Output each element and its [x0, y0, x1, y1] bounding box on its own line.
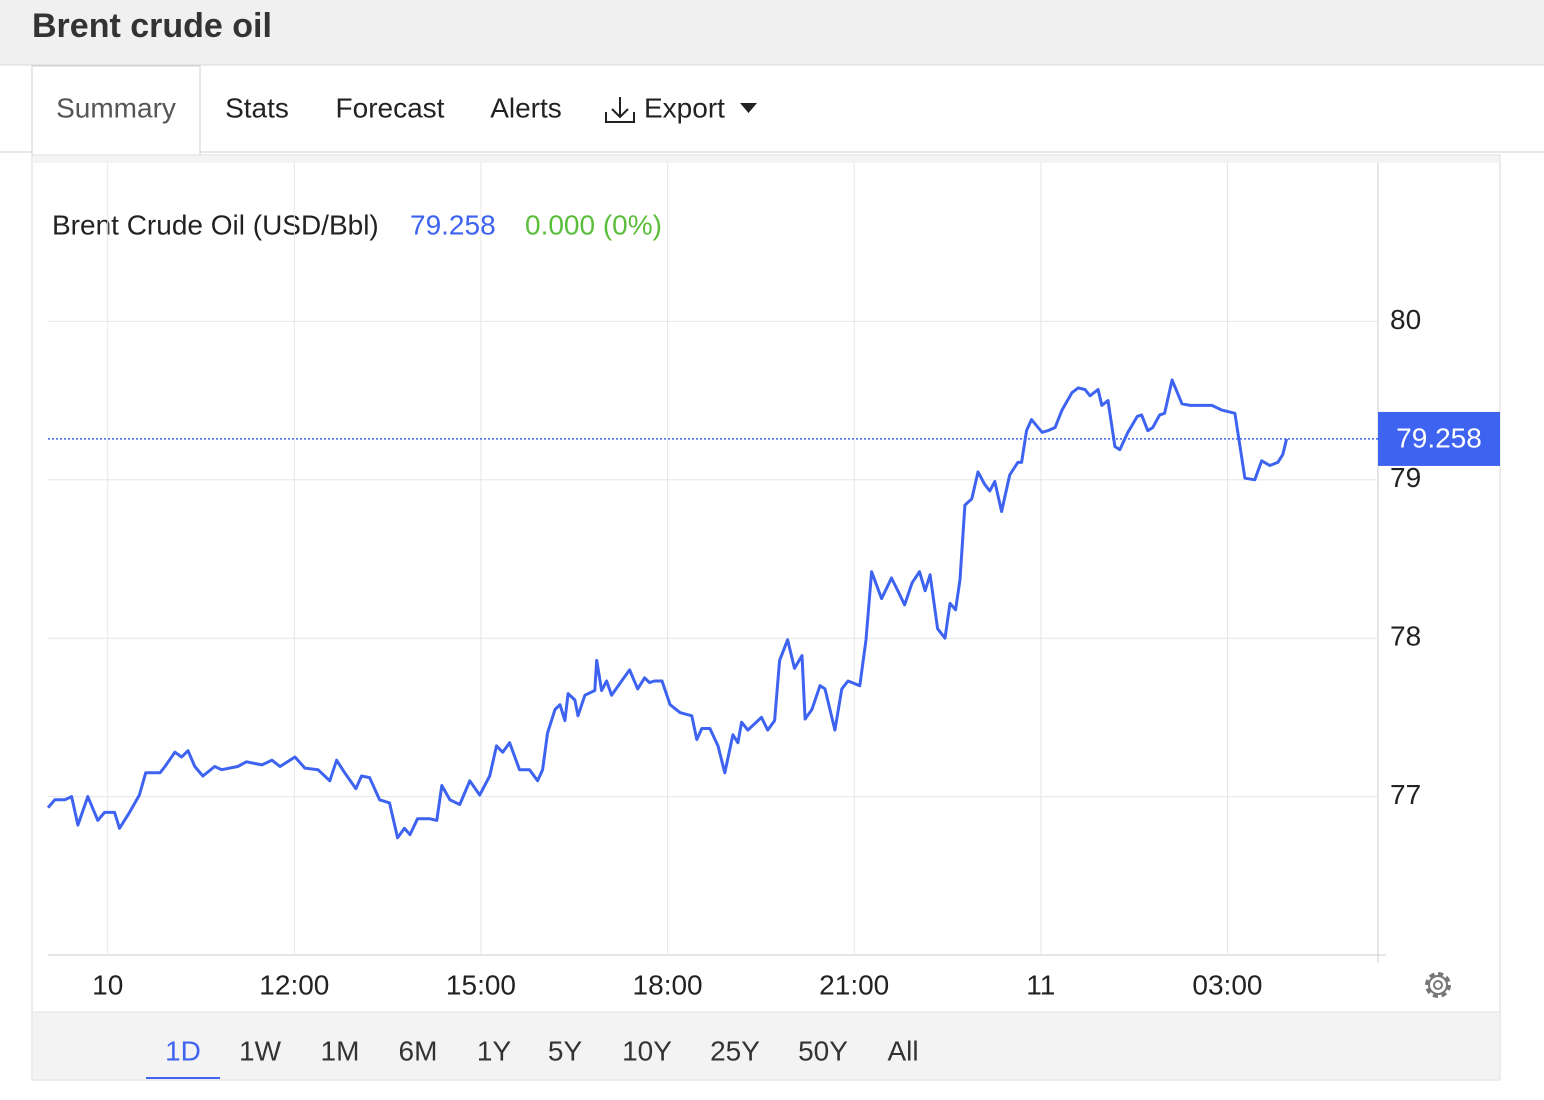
range-bar	[33, 1012, 1499, 1079]
settings-icon[interactable]	[1425, 972, 1451, 998]
price-change: 0.000 (0%)	[525, 209, 662, 240]
range-button[interactable]: 1M	[321, 1035, 360, 1066]
chart-panel	[31, 154, 1501, 1081]
dropdown-caret	[740, 103, 757, 113]
y-tick-label: 78	[1390, 621, 1421, 652]
page-title: Brent crude oil	[32, 7, 272, 45]
tab[interactable]: Export	[644, 92, 725, 123]
range-button[interactable]: 1Y	[477, 1035, 512, 1066]
export-icon	[605, 97, 635, 123]
price-badge	[1378, 411, 1500, 466]
active-tab-gap	[33, 150, 199, 156]
x-tick-label: 15:00	[446, 969, 516, 1000]
tab[interactable]: Forecast	[336, 92, 445, 123]
range-button[interactable]: 1W	[239, 1035, 282, 1066]
range-button[interactable]: 1D	[165, 1035, 201, 1066]
x-tick-label: 12:00	[259, 969, 329, 1000]
price-line	[46, 378, 1289, 840]
range-button[interactable]: 50Y	[798, 1035, 848, 1066]
title-bar	[0, 0, 1544, 65]
x-tick-label: 18:00	[633, 969, 703, 1000]
tab[interactable]: Summary	[56, 92, 176, 123]
range-button[interactable]: 5Y	[548, 1035, 583, 1066]
range-button[interactable]: 10Y	[622, 1035, 672, 1066]
x-tick-label: 11	[1026, 969, 1055, 1000]
y-tick-label: 77	[1390, 779, 1421, 810]
y-tick-label: 80	[1390, 304, 1421, 335]
x-tick-label: 03:00	[1192, 969, 1262, 1000]
active-tab	[31, 65, 201, 157]
range-button[interactable]: 25Y	[710, 1035, 760, 1066]
last-price: 79.258	[410, 209, 496, 240]
chart-top-strip	[33, 156, 1499, 163]
x-tick-label: 10	[92, 969, 123, 1000]
range-button[interactable]: 6M	[399, 1035, 438, 1066]
series-title: Brent Crude Oil (USD/Bbl)	[52, 209, 379, 240]
price-badge-label: 79.258	[1396, 422, 1482, 453]
tab[interactable]: Stats	[225, 92, 289, 123]
range-button[interactable]: All	[887, 1035, 918, 1066]
tab[interactable]: Alerts	[490, 92, 562, 123]
y-tick-label: 79	[1390, 462, 1421, 493]
x-tick-label: 21:00	[819, 969, 889, 1000]
active-range-underline	[146, 1077, 220, 1079]
